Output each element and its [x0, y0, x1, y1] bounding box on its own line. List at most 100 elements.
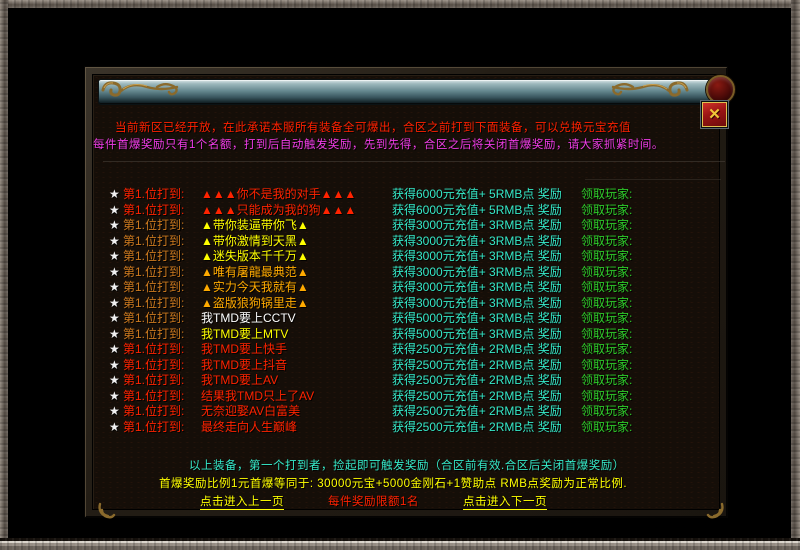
row-reward: 获得2500元充值+ 2RMB点 奖励 [392, 342, 562, 356]
scroll-ornament-left-icon [101, 81, 179, 97]
row-reward: 获得5000元充值+ 3RMB点 奖励 [392, 326, 562, 341]
row-reward: 获得2500元充值+ 2RMB点 奖励 [392, 388, 562, 403]
star-icon: ★ [109, 202, 120, 217]
close-button[interactable]: ✕ [702, 102, 727, 127]
row-item: ▲▲▲你不是我的对手▲▲▲ [201, 187, 357, 201]
star-icon: ★ [109, 249, 120, 263]
corner-orb-icon [706, 75, 735, 104]
row-item: 结果我TMD只上了AV [201, 388, 315, 403]
row-prefix: 第1.位打到: [123, 295, 185, 310]
row-item: ▲带你激情到天黑▲ [201, 233, 309, 248]
row-prefix: 第1.位打到: [123, 264, 185, 279]
reward-row: ★ 第1.位打到: ▲唯有屠龍最典范▲ 获得3000元充值+ 3RMB点 奖励 … [93, 265, 735, 281]
reward-row: ★ 第1.位打到: 我TMD要上抖音 获得2500元充值+ 2RMB点 奖励 领… [93, 358, 735, 374]
reward-row: ★ 第1.位打到: 我TMD要上MTV 获得5000元充值+ 3RMB点 奖励 … [93, 327, 735, 343]
row-item: ▲唯有屠龍最典范▲ [201, 264, 309, 279]
next-page-link[interactable]: 点击进入下一页 [463, 493, 547, 510]
star-icon: ★ [109, 311, 120, 325]
corner-curl-left-icon [98, 502, 116, 519]
corner-curl-right-icon [706, 502, 724, 519]
row-claim: 领取玩家: [581, 388, 633, 403]
row-prefix: 第1.位打到: [123, 326, 185, 341]
divider-short [585, 179, 721, 180]
row-item: ▲盗版狼狗锅里走▲ [201, 295, 309, 310]
stone-border-top [0, 0, 800, 8]
prev-page-link[interactable]: 点击进入上一页 [200, 493, 284, 510]
row-claim: 领取玩家: [581, 311, 633, 325]
notice-line-2: 每件首爆奖励只有1个名额，打到后自动触发奖励，先到先得，合区之后将关闭首爆奖励，… [93, 139, 664, 151]
reward-row: ★ 第1.位打到: ▲带你激情到天黑▲ 获得3000元充值+ 3RMB点 奖励 … [93, 234, 735, 250]
star-icon: ★ [109, 342, 120, 356]
close-icon: ✕ [708, 106, 721, 123]
row-item: 我TMD要上CCTV [201, 311, 296, 325]
star-icon: ★ [109, 280, 120, 294]
star-icon: ★ [109, 419, 120, 434]
limit-label: 每件奖励限额1名 [328, 496, 419, 508]
stone-border-right [791, 0, 800, 550]
row-claim: 领取玩家: [581, 295, 633, 310]
row-prefix: 第1.位打到: [123, 404, 185, 418]
row-prefix: 第1.位打到: [123, 233, 185, 248]
reward-row: ★ 第1.位打到: ▲带你装逼带你飞▲ 获得3000元充值+ 3RMB点 奖励 … [93, 218, 735, 234]
row-item: 我TMD要上抖音 [201, 357, 287, 372]
divider [103, 161, 725, 162]
row-claim: 领取玩家: [581, 404, 633, 418]
reward-row: ★ 第1.位打到: 结果我TMD只上了AV 获得2500元充值+ 2RMB点 奖… [93, 389, 735, 405]
reward-row: ★ 第1.位打到: 我TMD要上快手 获得2500元充值+ 2RMB点 奖励 领… [93, 342, 735, 358]
star-icon: ★ [109, 373, 120, 387]
row-item: ▲▲▲只能成为我的狗▲▲▲ [201, 202, 357, 217]
reward-row: ★ 第1.位打到: 无奈迎娶AV白富美 获得2500元充值+ 2RMB点 奖励 … [93, 404, 735, 420]
row-claim: 领取玩家: [581, 373, 633, 387]
row-claim: 领取玩家: [581, 342, 633, 356]
star-icon: ★ [109, 233, 120, 248]
reward-row: ★ 第1.位打到: 我TMD要上CCTV 获得5000元充值+ 3RMB点 奖励… [93, 311, 735, 327]
first-kill-reward-window: ✕ 当前新区已经开放，在此承诺本服所有装备全可爆出，合区之前打到下面装备，可以兑… [84, 66, 735, 519]
row-item: 我TMD要上快手 [201, 342, 287, 356]
star-icon: ★ [109, 264, 120, 279]
row-item: 最终走向人生巅峰 [201, 419, 298, 434]
footer-note-1: 以上装备，第一个打到者，捡起即可触发奖励（合区前有效.合区后关闭首爆奖励） [189, 460, 625, 472]
window-content: ✕ 当前新区已经开放，在此承诺本服所有装备全可爆出，合区之前打到下面装备，可以兑… [92, 74, 735, 519]
row-reward: 获得3000元充值+ 3RMB点 奖励 [392, 264, 562, 279]
row-claim: 领取玩家: [581, 187, 633, 201]
row-prefix: 第1.位打到: [123, 373, 185, 387]
notice-line-1: 当前新区已经开放，在此承诺本服所有装备全可爆出，合区之前打到下面装备，可以兑换元… [115, 122, 631, 134]
reward-row: ★ 第1.位打到: ▲▲▲只能成为我的狗▲▲▲ 获得6000元充值+ 5RMB点… [93, 203, 735, 219]
row-reward: 获得3000元充值+ 3RMB点 奖励 [392, 280, 562, 294]
star-icon: ★ [109, 187, 120, 201]
row-reward: 获得6000元充值+ 5RMB点 奖励 [392, 187, 562, 201]
row-reward: 获得6000元充值+ 5RMB点 奖励 [392, 202, 562, 217]
star-icon: ★ [109, 388, 120, 403]
row-prefix: 第1.位打到: [123, 311, 185, 325]
reward-row: ★ 第1.位打到: 最终走向人生巅峰 获得2500元充值+ 2RMB点 奖励 领… [93, 420, 735, 436]
reward-row: ★ 第1.位打到: ▲▲▲你不是我的对手▲▲▲ 获得6000元充值+ 5RMB点… [93, 187, 735, 203]
row-reward: 获得2500元充值+ 2RMB点 奖励 [392, 404, 562, 418]
row-claim: 领取玩家: [581, 419, 633, 434]
star-icon: ★ [109, 404, 120, 418]
row-item: 我TMD要上AV [201, 373, 279, 387]
reward-list: ★ 第1.位打到: ▲▲▲你不是我的对手▲▲▲ 获得6000元充值+ 5RMB点… [93, 187, 735, 435]
row-item: 我TMD要上MTV [201, 326, 289, 341]
row-claim: 领取玩家: [581, 233, 633, 248]
row-prefix: 第1.位打到: [123, 388, 185, 403]
reward-row: ★ 第1.位打到: ▲盗版狼狗锅里走▲ 获得3000元充值+ 3RMB点 奖励 … [93, 296, 735, 312]
reward-row: ★ 第1.位打到: ▲迷失版本千千万▲ 获得3000元充值+ 3RMB点 奖励 … [93, 249, 735, 265]
row-reward: 获得3000元充值+ 3RMB点 奖励 [392, 295, 562, 310]
row-reward: 获得5000元充值+ 3RMB点 奖励 [392, 311, 562, 325]
row-reward: 获得3000元充值+ 3RMB点 奖励 [392, 233, 562, 248]
row-item: ▲迷失版本千千万▲ [201, 249, 309, 263]
footer-note-2: 首爆奖励比例1元首爆等同于: 30000元宝+5000金刚石+1赞助点 RMB点… [159, 478, 628, 490]
row-claim: 领取玩家: [581, 357, 633, 372]
row-claim: 领取玩家: [581, 264, 633, 279]
row-reward: 获得3000元充值+ 3RMB点 奖励 [392, 218, 562, 232]
row-prefix: 第1.位打到: [123, 342, 185, 356]
row-prefix: 第1.位打到: [123, 218, 185, 232]
row-reward: 获得2500元充值+ 2RMB点 奖励 [392, 373, 562, 387]
star-icon: ★ [109, 295, 120, 310]
row-item: ▲实力今天我就有▲ [201, 280, 309, 294]
row-claim: 领取玩家: [581, 202, 633, 217]
row-prefix: 第1.位打到: [123, 357, 185, 372]
row-prefix: 第1.位打到: [123, 249, 185, 263]
row-item: 无奈迎娶AV白富美 [201, 404, 301, 418]
